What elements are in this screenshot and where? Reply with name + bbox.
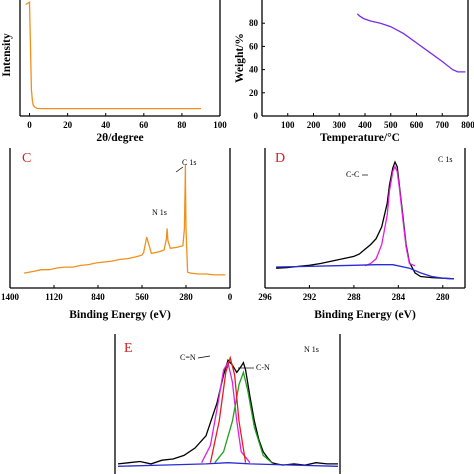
panel-c-letter: C xyxy=(22,151,31,166)
panel-b-ytick-label: 80 xyxy=(249,18,259,28)
panel-e: E N 1s C=N C-N xyxy=(114,334,341,474)
panel-a-xtick-label: 80 xyxy=(177,120,187,130)
panel-c-xtick-label: 280 xyxy=(179,292,193,302)
panel-d-series-1 xyxy=(364,165,416,267)
panel-c-c1s-label: C 1s xyxy=(182,158,196,167)
panel-a-xtick-label: 20 xyxy=(63,120,73,130)
panel-b-xtick-label: 500 xyxy=(384,120,398,130)
panel-e-series-3 xyxy=(209,355,247,463)
panel-e-series-0 xyxy=(117,358,338,466)
panel-e-series-2 xyxy=(214,370,273,464)
panel-e-letter: E xyxy=(124,341,133,356)
panel-a-xtick-label: 0 xyxy=(27,120,32,130)
panel-b-xtick-label: 700 xyxy=(436,120,450,130)
panel-a-xtick-label: 60 xyxy=(139,120,149,130)
panel-b-ylabel: Weight/% xyxy=(234,33,246,83)
panel-c-n1s-label: N 1s xyxy=(152,208,167,217)
panel-c-ticks: 1400 1120 840 560 280 0 xyxy=(1,285,233,302)
panel-e-lines xyxy=(117,355,339,467)
panel-a-xtick-label: 100 xyxy=(213,120,227,130)
panel-a-ticks: 0 20 40 60 80 100 xyxy=(27,113,227,130)
panel-d-title: C 1s xyxy=(438,155,452,164)
panel-a-xlabel: 2θ/degree xyxy=(96,132,143,144)
panel-d-xtick-label: 292 xyxy=(303,292,317,302)
panel-c-xtick-label: 1120 xyxy=(45,292,63,302)
panel-e-cn-double-pointer xyxy=(197,355,211,359)
panel-e-series-1 xyxy=(201,360,251,464)
panel-e-cn-single-label: C-N xyxy=(256,363,270,372)
panel-d: D C 1s C-C Binding Energy (eV) 296 292 288… xyxy=(258,148,466,321)
panel-a-line xyxy=(25,1,201,110)
panel-b-ytick-label: 20 xyxy=(249,88,259,98)
panel-d-series-0 xyxy=(276,160,454,280)
panel-d-letter: D xyxy=(275,151,285,166)
panel-c-xtick-label: 1400 xyxy=(1,292,20,302)
panel-d-peak-label: C-C xyxy=(346,170,359,179)
panel-b-ytick-label: 0 xyxy=(254,111,259,121)
panel-b-xtick-label: 600 xyxy=(410,120,424,130)
panel-c-line xyxy=(23,164,226,276)
panel-d-ticks: 296 292 288 284 280 xyxy=(258,285,450,302)
panel-e-series-4 xyxy=(117,462,339,467)
panel-d-series-2 xyxy=(276,264,454,280)
panel-d-xlabel: Binding Energy (eV) xyxy=(314,309,416,321)
panel-a-ylabel: Intensity xyxy=(1,33,13,77)
panel-d-xtick-label: 288 xyxy=(347,292,361,302)
panel-d-xtick-label: 296 xyxy=(258,292,272,302)
panel-c: C Binding Energy (eV) 1400 1120 840 560 280 0… xyxy=(1,148,233,321)
panel-c-c1s-pointer xyxy=(175,166,184,173)
panel-b-xlabel: Temperature/°C xyxy=(320,132,400,144)
panel-e-cn-double-label: C=N xyxy=(180,353,196,362)
panel-b-ytick-label: 40 xyxy=(249,65,259,75)
panel-b-ticks: 100 200 300 400 500 600 700 800 0 20 40 60 80 xyxy=(249,18,474,130)
panel-b-ytick-label: 60 xyxy=(249,41,259,51)
panel-b-xtick-label: 300 xyxy=(333,120,347,130)
panel-c-xtick-label: 560 xyxy=(135,292,149,302)
panel-b-xtick-label: 200 xyxy=(307,120,321,130)
panel-e-title: N 1s xyxy=(304,345,319,354)
panel-c-xtick-label: 840 xyxy=(91,292,105,302)
panel-b-xtick-label: 400 xyxy=(358,120,372,130)
panel-a: Intensity 2θ/degree 0 20 40 60 80 100 xyxy=(1,0,227,144)
panel-b: Weight/% Temperature/°C 100 200 300 400 500 6… xyxy=(234,0,474,144)
panel-c-xlabel: Binding Energy (eV) xyxy=(69,309,171,321)
panel-c-xtick-label: 0 xyxy=(228,292,233,302)
panel-d-xtick-label: 284 xyxy=(392,292,406,302)
panel-b-xtick-label: 100 xyxy=(281,120,295,130)
panel-d-xtick-label: 280 xyxy=(436,292,450,302)
panel-b-xtick-label: 800 xyxy=(461,120,474,130)
panel-a-xtick-label: 40 xyxy=(101,120,111,130)
panel-d-lines xyxy=(276,160,454,280)
panel-b-line xyxy=(356,13,466,73)
